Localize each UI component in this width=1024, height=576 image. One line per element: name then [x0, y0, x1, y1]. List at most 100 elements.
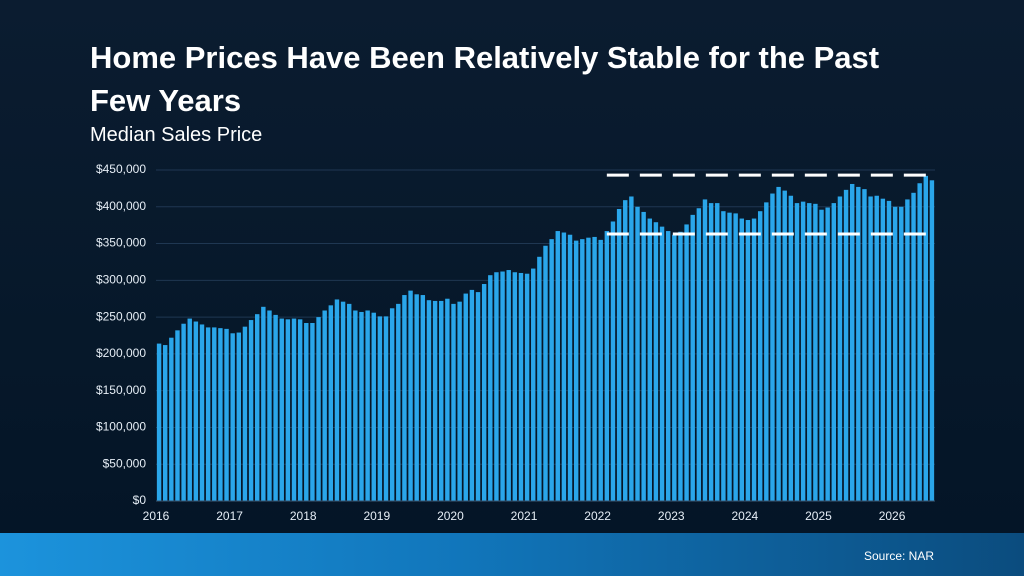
bar: [696, 208, 702, 501]
bar: [463, 293, 468, 501]
bar: [739, 218, 744, 501]
bar: [721, 211, 726, 502]
x-tick-label: 2021: [511, 509, 538, 523]
chart-title: Home Prices Have Been Relatively Stable …: [90, 40, 880, 118]
bar: [702, 199, 708, 501]
bar: [776, 186, 781, 501]
bar: [304, 322, 309, 501]
bar: [518, 272, 524, 501]
bar: [856, 186, 861, 501]
bar: [432, 300, 438, 501]
bar: [402, 295, 407, 501]
bar: [193, 321, 199, 501]
bar: [684, 224, 689, 502]
bar: [886, 200, 892, 502]
bar: [224, 328, 229, 501]
bar: [187, 318, 192, 501]
bar: [279, 318, 284, 501]
bar: [837, 196, 843, 502]
bar: [635, 206, 640, 501]
bar: [757, 211, 763, 502]
bar: [500, 271, 505, 501]
x-tick-label: 2025: [805, 509, 832, 523]
bar: [892, 206, 898, 501]
bar: [899, 206, 904, 501]
bar: [549, 239, 554, 502]
x-tick-label: 2017: [216, 509, 243, 523]
bar: [365, 310, 370, 501]
bar: [205, 327, 211, 501]
bar: [567, 234, 573, 501]
bar: [297, 319, 303, 501]
bar: [439, 300, 444, 501]
bar: [199, 324, 205, 501]
source-note: Source: NAR: [863, 549, 934, 563]
bar: [255, 314, 260, 501]
bar: [672, 234, 677, 501]
bar: [623, 200, 628, 501]
y-tick-label: $450,000: [96, 162, 146, 176]
bar: [383, 316, 389, 501]
bar: [868, 196, 873, 502]
bar: [586, 237, 591, 501]
bar: [598, 239, 603, 501]
bar: [690, 214, 695, 501]
bar: [408, 290, 413, 501]
chart-subtitle: Median Sales Price: [90, 124, 263, 146]
y-tick-label: $200,000: [96, 346, 146, 360]
bar: [457, 301, 462, 501]
bar: [647, 218, 652, 501]
bar: [782, 190, 787, 501]
bar: [929, 180, 935, 501]
bar: [800, 201, 806, 501]
bar: [426, 300, 432, 501]
y-tick-label: $400,000: [96, 199, 146, 213]
bar: [524, 273, 530, 501]
y-tick-label: $250,000: [96, 309, 146, 323]
bar: [218, 328, 223, 501]
bar: [236, 332, 242, 501]
bar: [543, 245, 548, 501]
x-tick-label: 2023: [658, 509, 685, 523]
x-tick-label: 2018: [290, 509, 317, 523]
bar: [481, 284, 487, 501]
bar: [340, 301, 346, 501]
bar: [813, 203, 818, 501]
bar: [604, 231, 610, 501]
x-tick-label: 2026: [879, 509, 906, 523]
bar: [273, 314, 278, 501]
y-tick-label: $100,000: [96, 420, 146, 434]
bar: [285, 319, 291, 501]
bar: [880, 198, 886, 502]
bar: [708, 203, 714, 501]
bar: [334, 299, 340, 501]
bar: [310, 322, 315, 501]
bar: [819, 209, 824, 501]
bar: [181, 323, 186, 501]
bar: [316, 317, 321, 501]
bar: [531, 268, 536, 501]
bar: [917, 183, 922, 502]
bar: [727, 212, 732, 501]
y-tick-label: $0: [133, 493, 147, 507]
bar: [764, 202, 769, 501]
bar: [267, 310, 272, 501]
bar: [537, 256, 542, 501]
bar: [162, 345, 168, 501]
bar: [715, 203, 720, 501]
x-tick-label: 2020: [437, 509, 464, 523]
bar: [445, 298, 450, 501]
bar: [414, 294, 419, 501]
bar: [377, 316, 383, 501]
bar: [169, 337, 174, 501]
y-tick-label: $300,000: [96, 273, 146, 287]
bar: [610, 221, 616, 501]
bar: [751, 218, 757, 501]
bar: [825, 207, 830, 501]
x-tick-label: 2019: [363, 509, 390, 523]
bar: [156, 343, 162, 501]
bar: [580, 239, 585, 502]
bar: [506, 270, 511, 501]
bar: [420, 295, 426, 501]
